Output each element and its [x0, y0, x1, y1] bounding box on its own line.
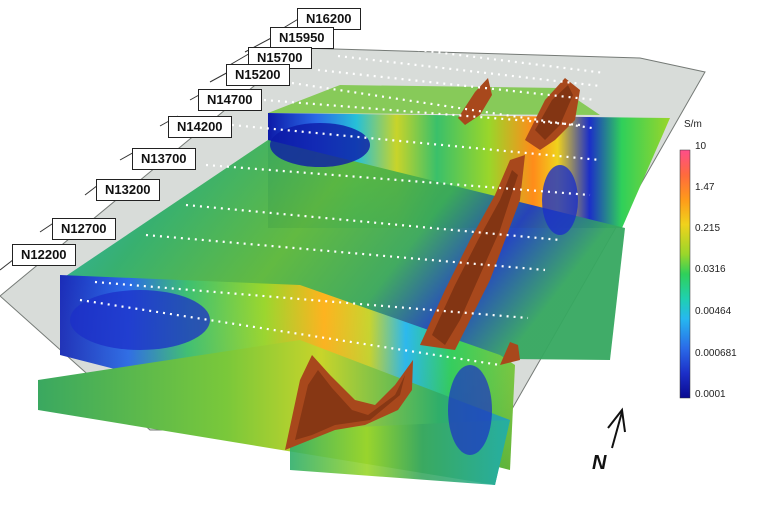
colorbar-tick-label: 0.00464	[695, 306, 732, 317]
conductor-body-north	[525, 78, 580, 150]
colorbar-tick-label: 10	[695, 141, 707, 152]
conductor-body-small	[500, 342, 520, 365]
resistive-zone-back	[270, 123, 370, 167]
conductor-body-front	[285, 355, 413, 450]
survey-line-label: N13700	[132, 148, 196, 170]
colorbar-unit: S/m	[684, 119, 702, 130]
north-arrow-label: N	[592, 452, 607, 474]
survey-line-label: N14200	[168, 116, 232, 138]
survey-line-label: N12700	[52, 218, 116, 240]
conductor-body-northwest	[458, 78, 492, 125]
survey-line-label: N15700	[248, 47, 312, 69]
colorbar-tick-label: 0.0316	[695, 264, 726, 275]
resistive-zone-east	[542, 165, 578, 235]
section-panel-back-upper	[268, 85, 600, 115]
survey-line-label: N16200	[297, 8, 361, 30]
colorbar-tick-label: 0.000681	[695, 348, 737, 359]
survey-line-traces	[79, 41, 606, 367]
survey-line-label: N12200	[12, 244, 76, 266]
colorbar-tick-label: 0.0001	[695, 389, 726, 400]
survey-line-label: N15200	[226, 64, 290, 86]
colorbar-tick-label: 1.47	[695, 182, 715, 193]
survey-line-label: N15950	[270, 27, 334, 49]
colorbar-scale	[679, 149, 691, 399]
resistive-zone-west	[70, 290, 210, 350]
resistive-zone-south	[448, 365, 492, 455]
survey-line-label: N13200	[96, 179, 160, 201]
conductor-body-main	[420, 155, 525, 350]
north-arrow-icon	[607, 407, 626, 449]
colorbar-tick-label: 0.215	[695, 223, 721, 234]
survey-line-label: N14700	[198, 89, 262, 111]
